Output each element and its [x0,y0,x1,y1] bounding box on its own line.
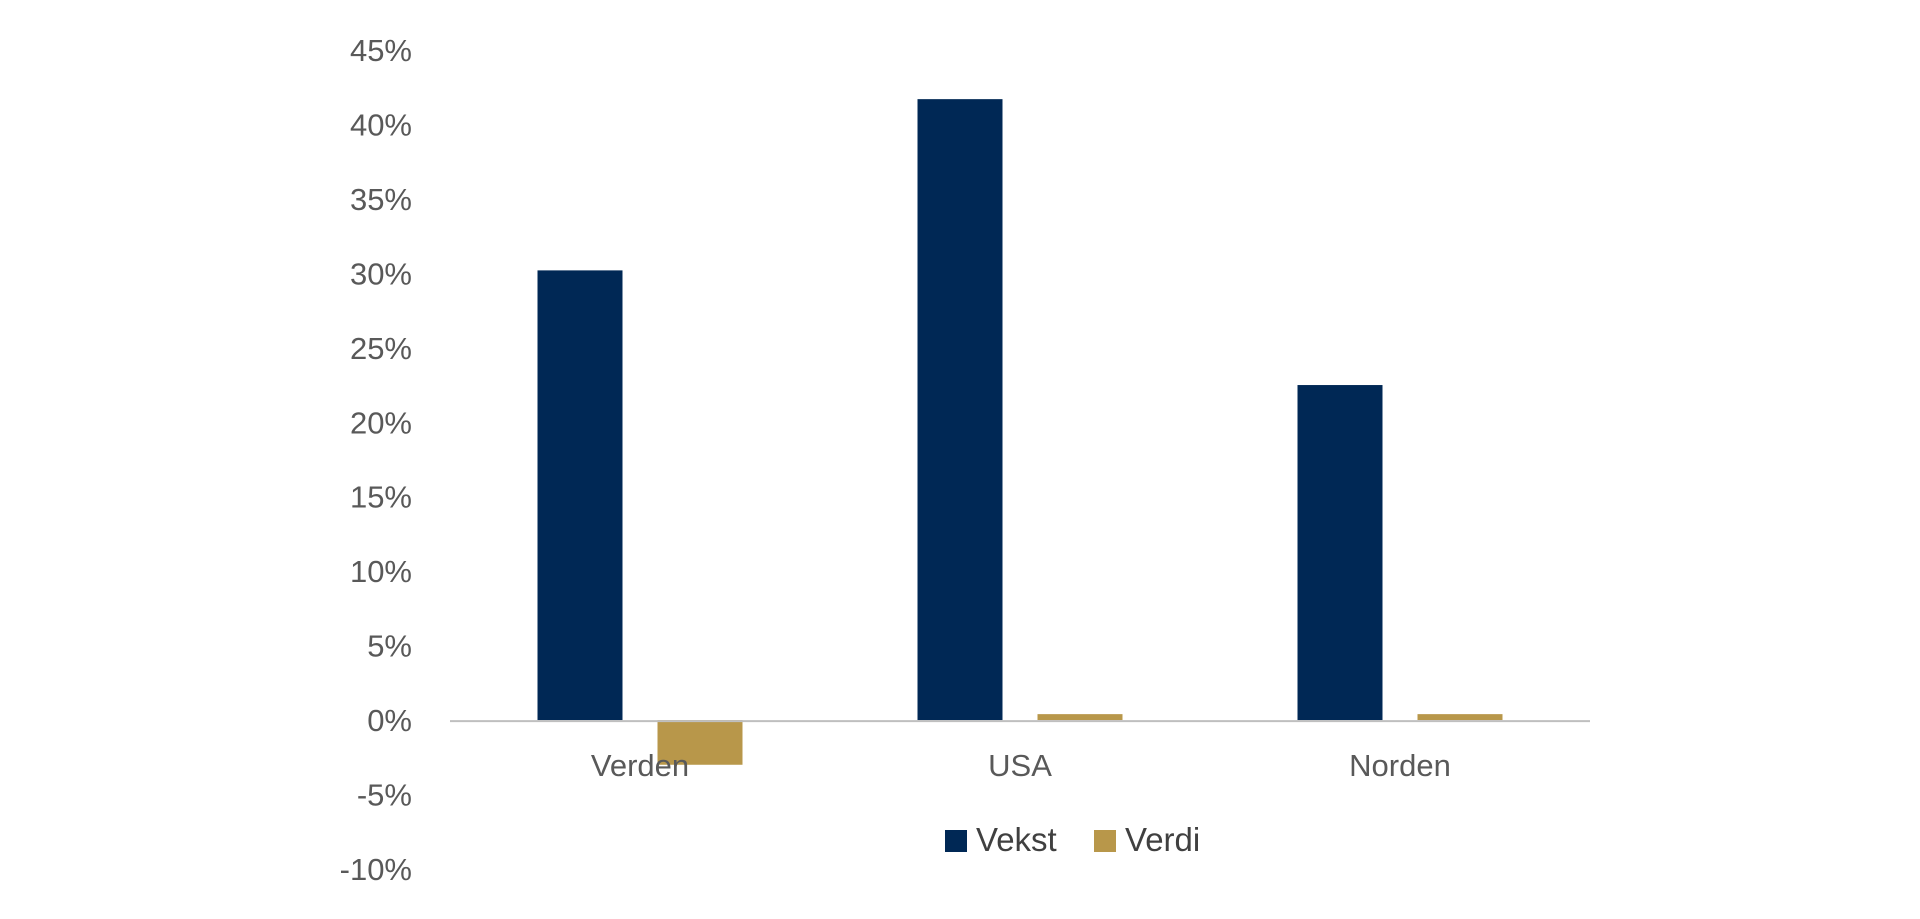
bar-vekst-verden [537,270,623,721]
bar-verdi-norden [1417,714,1503,721]
x-axis-tick-labels: Verden USA Norden [591,748,1451,783]
bar-vekst-usa [917,99,1003,721]
legend-label-verdi: Verdi [1125,821,1200,858]
y-tick-label: 20% [350,405,412,440]
y-tick-label: 5% [367,629,412,664]
bar-verdi-usa [1037,714,1123,721]
y-tick-label: -5% [357,778,412,813]
y-axis-tick-labels: -10% -5% 0% 5% 10% 15% 20% 25% 30% 35% 40% 45% [340,33,412,887]
y-tick-label: 30% [350,256,412,291]
y-tick-label: 40% [350,107,412,142]
bar-vekst-norden [1297,385,1383,721]
x-tick-label: USA [988,748,1052,783]
x-tick-label: Verden [591,748,689,783]
y-tick-label: 10% [350,554,412,589]
y-tick-label: 35% [350,182,412,217]
legend-swatch-verdi [1094,830,1116,852]
y-tick-label: 25% [350,331,412,366]
legend: Vekst Verdi [945,821,1200,858]
y-tick-label: 45% [350,33,412,68]
legend-label-vekst: Vekst [976,821,1057,858]
bars-group [537,99,1503,765]
y-tick-label: 15% [350,480,412,515]
bar-verdi-verden [657,720,743,765]
y-tick-label: 0% [367,703,412,738]
legend-swatch-vekst [945,830,967,852]
x-tick-label: Norden [1349,748,1451,783]
y-tick-label: -10% [340,852,412,887]
